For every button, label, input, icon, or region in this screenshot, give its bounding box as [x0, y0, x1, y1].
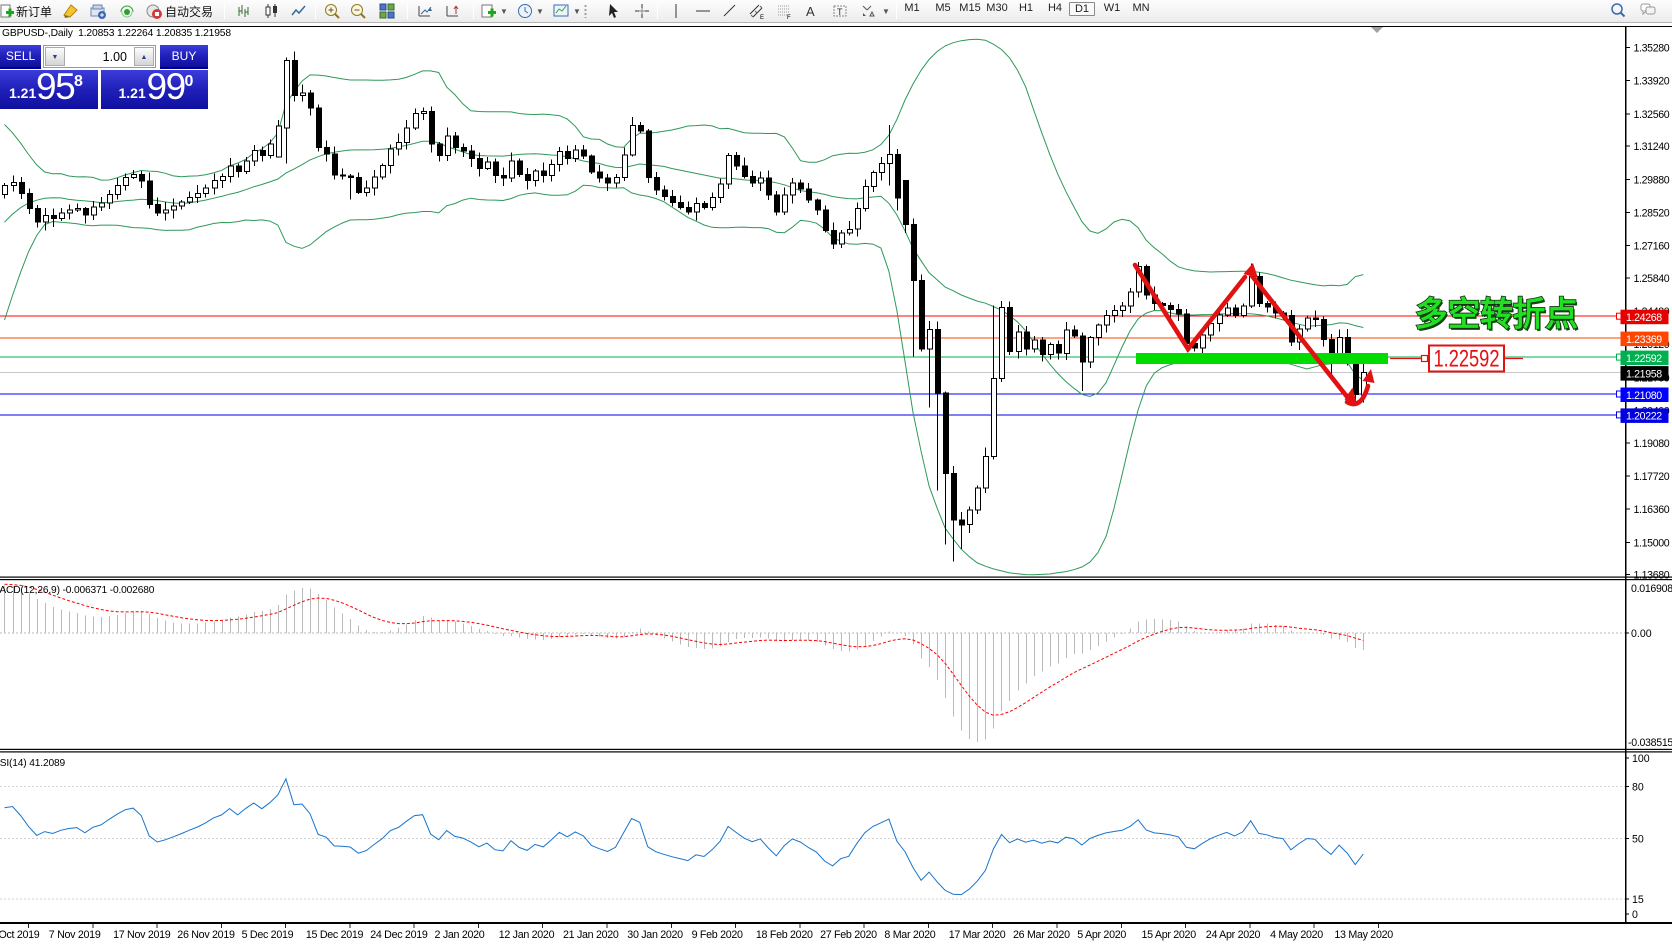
- svg-text:12 Jan 2020: 12 Jan 2020: [499, 929, 555, 941]
- svg-text:1.35280: 1.35280: [1634, 43, 1670, 55]
- svg-text:21 Jan 2020: 21 Jan 2020: [563, 929, 619, 941]
- svg-text:18 Feb 2020: 18 Feb 2020: [756, 929, 813, 941]
- svg-text:2 Jan 2020: 2 Jan 2020: [435, 929, 485, 941]
- svg-text:多空转折点: 多空转折点: [1417, 299, 1580, 336]
- svg-text:27 Feb 2020: 27 Feb 2020: [820, 929, 877, 941]
- svg-text:RSI(14) 41.2089: RSI(14) 41.2089: [0, 758, 65, 769]
- svg-text:0: 0: [1632, 909, 1638, 921]
- svg-text:15: 15: [1632, 894, 1644, 906]
- svg-text:8 Mar 2020: 8 Mar 2020: [884, 929, 935, 941]
- svg-text:1.27160: 1.27160: [1634, 241, 1670, 253]
- svg-text:26 Mar 2020: 26 Mar 2020: [1013, 929, 1070, 941]
- svg-text:100: 100: [1632, 753, 1650, 765]
- svg-text:T: T: [837, 7, 843, 17]
- svg-text:E: E: [760, 15, 764, 20]
- svg-text:1.20222: 1.20222: [1626, 411, 1662, 423]
- svg-text:1.15000: 1.15000: [1634, 537, 1670, 549]
- svg-text:24 Dec 2019: 24 Dec 2019: [370, 929, 428, 941]
- svg-text:80: 80: [1632, 782, 1644, 794]
- svg-text:1.19080: 1.19080: [1634, 438, 1670, 450]
- svg-text:15 Apr 2020: 15 Apr 2020: [1142, 929, 1197, 941]
- svg-text:1.31240: 1.31240: [1634, 141, 1670, 153]
- svg-text:28 Oct 2019: 28 Oct 2019: [0, 929, 40, 941]
- svg-text:0.016908: 0.016908: [1631, 583, 1672, 595]
- svg-text:1.25840: 1.25840: [1634, 273, 1670, 285]
- svg-text:17 Mar 2020: 17 Mar 2020: [949, 929, 1006, 941]
- svg-text:24 Apr 2020: 24 Apr 2020: [1206, 929, 1261, 941]
- svg-text:1.33920: 1.33920: [1634, 76, 1670, 88]
- svg-text:5 Apr 2020: 5 Apr 2020: [1077, 929, 1126, 941]
- svg-text:1.17720: 1.17720: [1634, 471, 1670, 483]
- svg-text:7 Nov 2019: 7 Nov 2019: [49, 929, 101, 941]
- svg-text:1.24268: 1.24268: [1626, 312, 1662, 324]
- svg-text:4 May 2020: 4 May 2020: [1270, 929, 1323, 941]
- svg-text:30 Jan 2020: 30 Jan 2020: [627, 929, 683, 941]
- svg-text:1.32560: 1.32560: [1634, 109, 1670, 121]
- svg-text:1.16360: 1.16360: [1634, 504, 1670, 516]
- svg-text:5 Dec 2019: 5 Dec 2019: [242, 929, 294, 941]
- svg-text:F: F: [787, 15, 791, 20]
- svg-text:1.23369: 1.23369: [1626, 334, 1662, 346]
- svg-text:1.29880: 1.29880: [1634, 174, 1670, 186]
- svg-text:MACD(12,26,9) -0.006371 -0.002: MACD(12,26,9) -0.006371 -0.002680: [0, 585, 155, 596]
- svg-text:15 Dec 2019: 15 Dec 2019: [306, 929, 364, 941]
- svg-text:1.21080: 1.21080: [1626, 390, 1662, 402]
- svg-text:0.00: 0.00: [1631, 628, 1652, 640]
- svg-text:GBPUSD-,Daily 1.20853 1.22264: GBPUSD-,Daily 1.20853 1.22264 1.20835 1.…: [2, 28, 231, 39]
- svg-text:多空转折点: 多空转折点: [1415, 297, 1578, 334]
- svg-text:1.28520: 1.28520: [1634, 207, 1670, 219]
- svg-text:9 Feb 2020: 9 Feb 2020: [692, 929, 743, 941]
- svg-text:1.22592: 1.22592: [1626, 353, 1662, 365]
- svg-text:50: 50: [1632, 834, 1644, 846]
- svg-text:1.22592: 1.22592: [1434, 346, 1500, 373]
- svg-text:17 Nov 2019: 17 Nov 2019: [113, 929, 171, 941]
- svg-text:13 May 2020: 13 May 2020: [1334, 929, 1393, 941]
- svg-text:-0.038515: -0.038515: [1628, 737, 1672, 749]
- svg-text:26 Nov 2019: 26 Nov 2019: [177, 929, 235, 941]
- svg-text:1.13680: 1.13680: [1634, 570, 1670, 582]
- svg-text:1.21958: 1.21958: [1626, 368, 1662, 380]
